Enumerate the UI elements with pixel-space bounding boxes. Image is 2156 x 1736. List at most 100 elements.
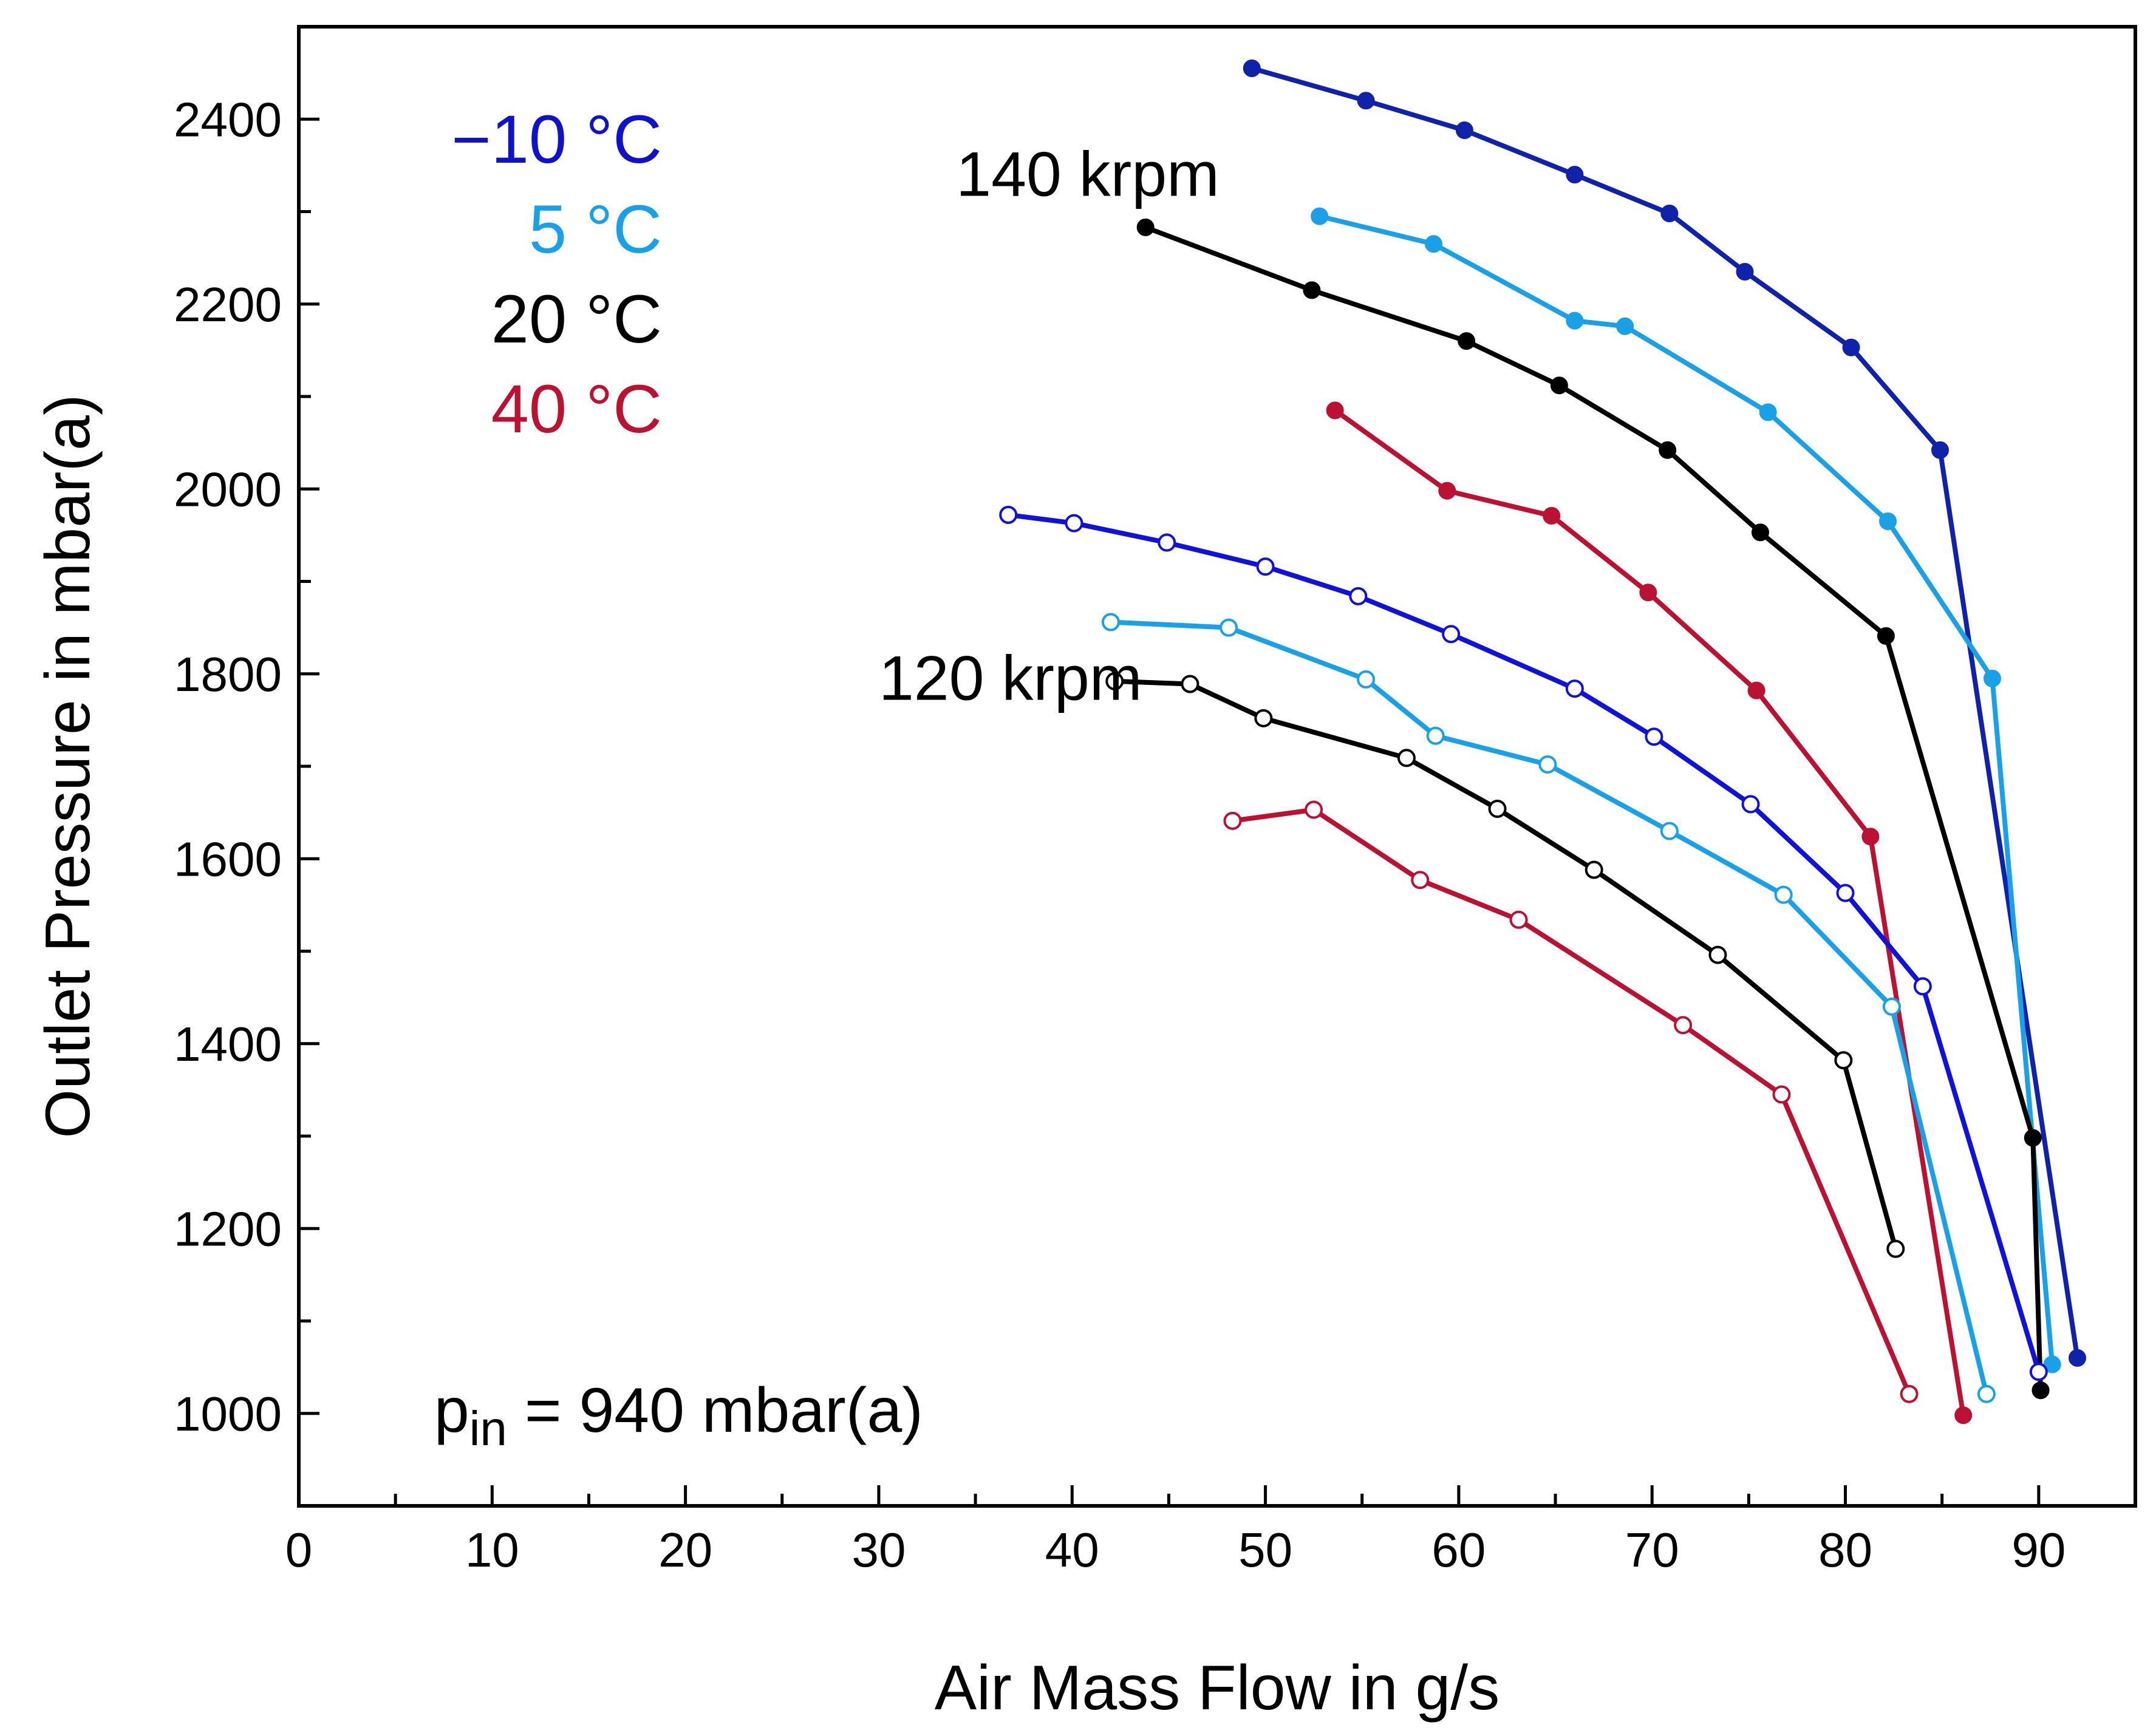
data-point [1674, 1016, 1693, 1035]
data-point [1243, 60, 1261, 78]
data-point [1254, 709, 1273, 727]
data-point [1303, 281, 1321, 299]
data-point [1455, 121, 1473, 140]
data-point [1708, 945, 1727, 964]
data-point [1357, 92, 1375, 110]
y-tick-label: 1600 [174, 832, 282, 886]
y-tick-label: 2000 [174, 462, 282, 516]
y-tick-label: 1000 [174, 1387, 282, 1441]
x-tick-label: 80 [1818, 1523, 1872, 1577]
x-tick-label: 70 [1625, 1523, 1679, 1577]
data-point [1741, 795, 1760, 814]
data-point [1842, 338, 1860, 356]
data-point [1983, 669, 2001, 687]
series-line [1008, 512, 2041, 1373]
data-point [1879, 512, 1897, 531]
data-point [1136, 218, 1155, 236]
data-point [1181, 675, 1199, 693]
y-tick-label: 2400 [174, 92, 282, 146]
data-point [1645, 727, 1663, 746]
data-point [1882, 997, 1901, 1016]
data-point [1886, 1239, 1905, 1258]
x-tick-label: 60 [1431, 1523, 1486, 1577]
legend-entry: 40 °C [491, 371, 662, 447]
data-point [1585, 860, 1603, 879]
series-line [1319, 214, 2055, 1365]
x-tick-label: 50 [1238, 1523, 1292, 1577]
data-point [1836, 883, 1855, 902]
data-point [1326, 401, 1344, 420]
data-point [1660, 205, 1679, 223]
data-point [1425, 235, 1443, 253]
data-point [1834, 1051, 1853, 1070]
speed-annotation: 140 krpm [956, 140, 1220, 210]
legend-entry: −10 °C [451, 101, 662, 177]
data-point [1509, 910, 1528, 929]
data-point [1101, 613, 1120, 631]
data-point [1954, 1406, 1973, 1425]
data-point [1488, 800, 1507, 819]
data-point [1977, 1384, 1996, 1403]
data-point [1223, 811, 1242, 830]
data-point [1397, 749, 1416, 768]
data-point [2043, 1355, 2061, 1373]
legend-entry: 5 °C [529, 191, 662, 267]
data-point [1639, 584, 1657, 602]
y-tick-label: 1200 [174, 1202, 282, 1256]
data-point [1774, 885, 1793, 904]
legend: −10 °C 5 °C 20 °C 40 °C [451, 101, 662, 447]
x-axis-title: Air Mass Flow in g/s [935, 1653, 1499, 1723]
series-markers [999, 60, 2087, 1425]
data-point [1913, 977, 1932, 996]
x-tick-label: 90 [2011, 1523, 2066, 1577]
data-point [1566, 311, 1584, 330]
data-point [1931, 441, 1950, 459]
plot-frame [297, 25, 2137, 1508]
x-tick-label: 0 [285, 1523, 313, 1577]
data-point [2024, 1129, 2042, 1147]
data-point [1438, 482, 1456, 500]
data-point [1565, 679, 1584, 698]
speed-annotation: 120 krpm [879, 643, 1142, 713]
data-point [1861, 828, 1880, 846]
y-tick-label: 1800 [174, 647, 282, 701]
data-point [1411, 871, 1430, 890]
y-axis-title: Outlet Pressure in mbar(a) [33, 394, 103, 1138]
y-tick-label: 1400 [174, 1017, 282, 1071]
data-point [1305, 800, 1323, 819]
data-point [2031, 1381, 2050, 1400]
tick-labels: 0 10 20 30 40 50 60 70 80 90 1000 1200 1400 1600 1800 2… [174, 92, 2066, 1577]
data-point [1747, 681, 1765, 700]
data-point [1220, 618, 1238, 637]
inlet-pressure-label: pin = 940 mbar(a) [434, 1375, 923, 1455]
data-point [1659, 441, 1677, 459]
data-point [1759, 403, 1777, 421]
data-point [1900, 1384, 1919, 1403]
legend-entry: 20 °C [491, 281, 662, 357]
data-point [1616, 317, 1634, 335]
axis-ticks [297, 25, 2137, 1508]
data-point [1311, 207, 1329, 225]
data-point [1550, 376, 1568, 395]
data-point [2069, 1349, 2087, 1367]
data-point [1772, 1085, 1791, 1104]
x-tick-label: 30 [851, 1523, 906, 1577]
data-point [1442, 625, 1461, 644]
data-point [1065, 514, 1083, 533]
data-point [2029, 1363, 2048, 1381]
data-point [1256, 557, 1275, 576]
annotations: 140 krpm 120 krpm pin = 940 mbar(a) [434, 140, 1220, 1456]
x-tick-label: 10 [465, 1523, 519, 1577]
x-tick-label: 20 [658, 1523, 712, 1577]
data-point [1566, 166, 1584, 184]
x-tick-label: 40 [1045, 1523, 1099, 1577]
data-point [1877, 627, 1895, 645]
data-point [1538, 755, 1557, 774]
data-point [1357, 670, 1376, 689]
data-point [1158, 533, 1176, 552]
data-point [1543, 506, 1561, 525]
data-point [999, 505, 1018, 524]
data-point [1751, 523, 1769, 542]
